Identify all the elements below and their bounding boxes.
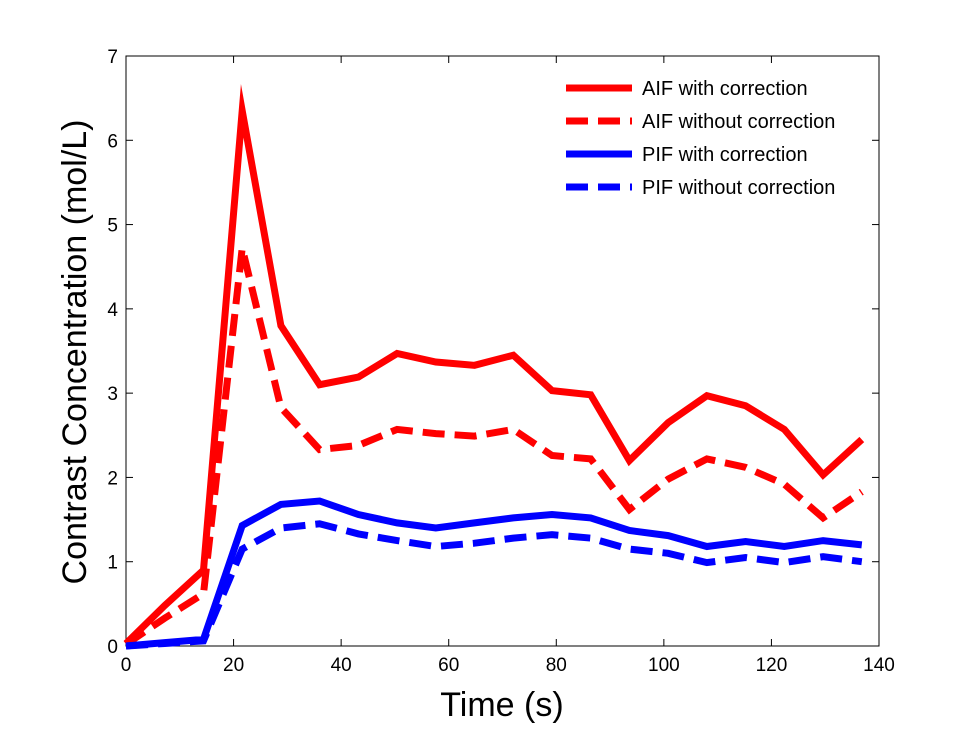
legend-label-2: PIF with correction [642, 144, 808, 166]
x-tick-label: 100 [648, 655, 680, 676]
y-tick-label: 3 [107, 384, 118, 405]
legend-label-3: PIF without correction [642, 177, 835, 199]
x-tick-label: 0 [121, 655, 132, 676]
y-tick-label: 6 [107, 131, 118, 152]
y-tick-label: 4 [107, 300, 118, 321]
y-axis-label: Contrast Concentration (mol/L) [56, 120, 94, 585]
series-line-2 [125, 497, 863, 650]
series-line-0 [123, 84, 865, 646]
y-tick-label: 0 [107, 637, 118, 658]
axis-ticks: 0 20 40 60 80 100 120 140 0 1 2 3 4 5 6 7 [107, 47, 894, 676]
y-tick-label: 2 [107, 468, 118, 489]
y-tick-label: 7 [107, 47, 118, 68]
x-tick-label: 120 [756, 655, 788, 676]
x-tick-label: 20 [223, 655, 244, 676]
x-tick-label: 80 [546, 655, 567, 676]
series-line-3 [125, 520, 863, 650]
series-line-1 [124, 228, 864, 648]
x-tick-label: 140 [863, 655, 895, 676]
legend: AIF with correction AIF without correctio… [566, 78, 835, 199]
x-tick-label: 40 [331, 655, 352, 676]
legend-label-0: AIF with correction [642, 78, 808, 100]
y-tick-label: 5 [107, 216, 118, 237]
series-lines [123, 84, 865, 650]
x-tick-label: 60 [438, 655, 459, 676]
x-axis-label: Time (s) [440, 686, 563, 724]
y-tick-label: 1 [107, 553, 118, 574]
legend-label-1: AIF without correction [642, 111, 835, 133]
